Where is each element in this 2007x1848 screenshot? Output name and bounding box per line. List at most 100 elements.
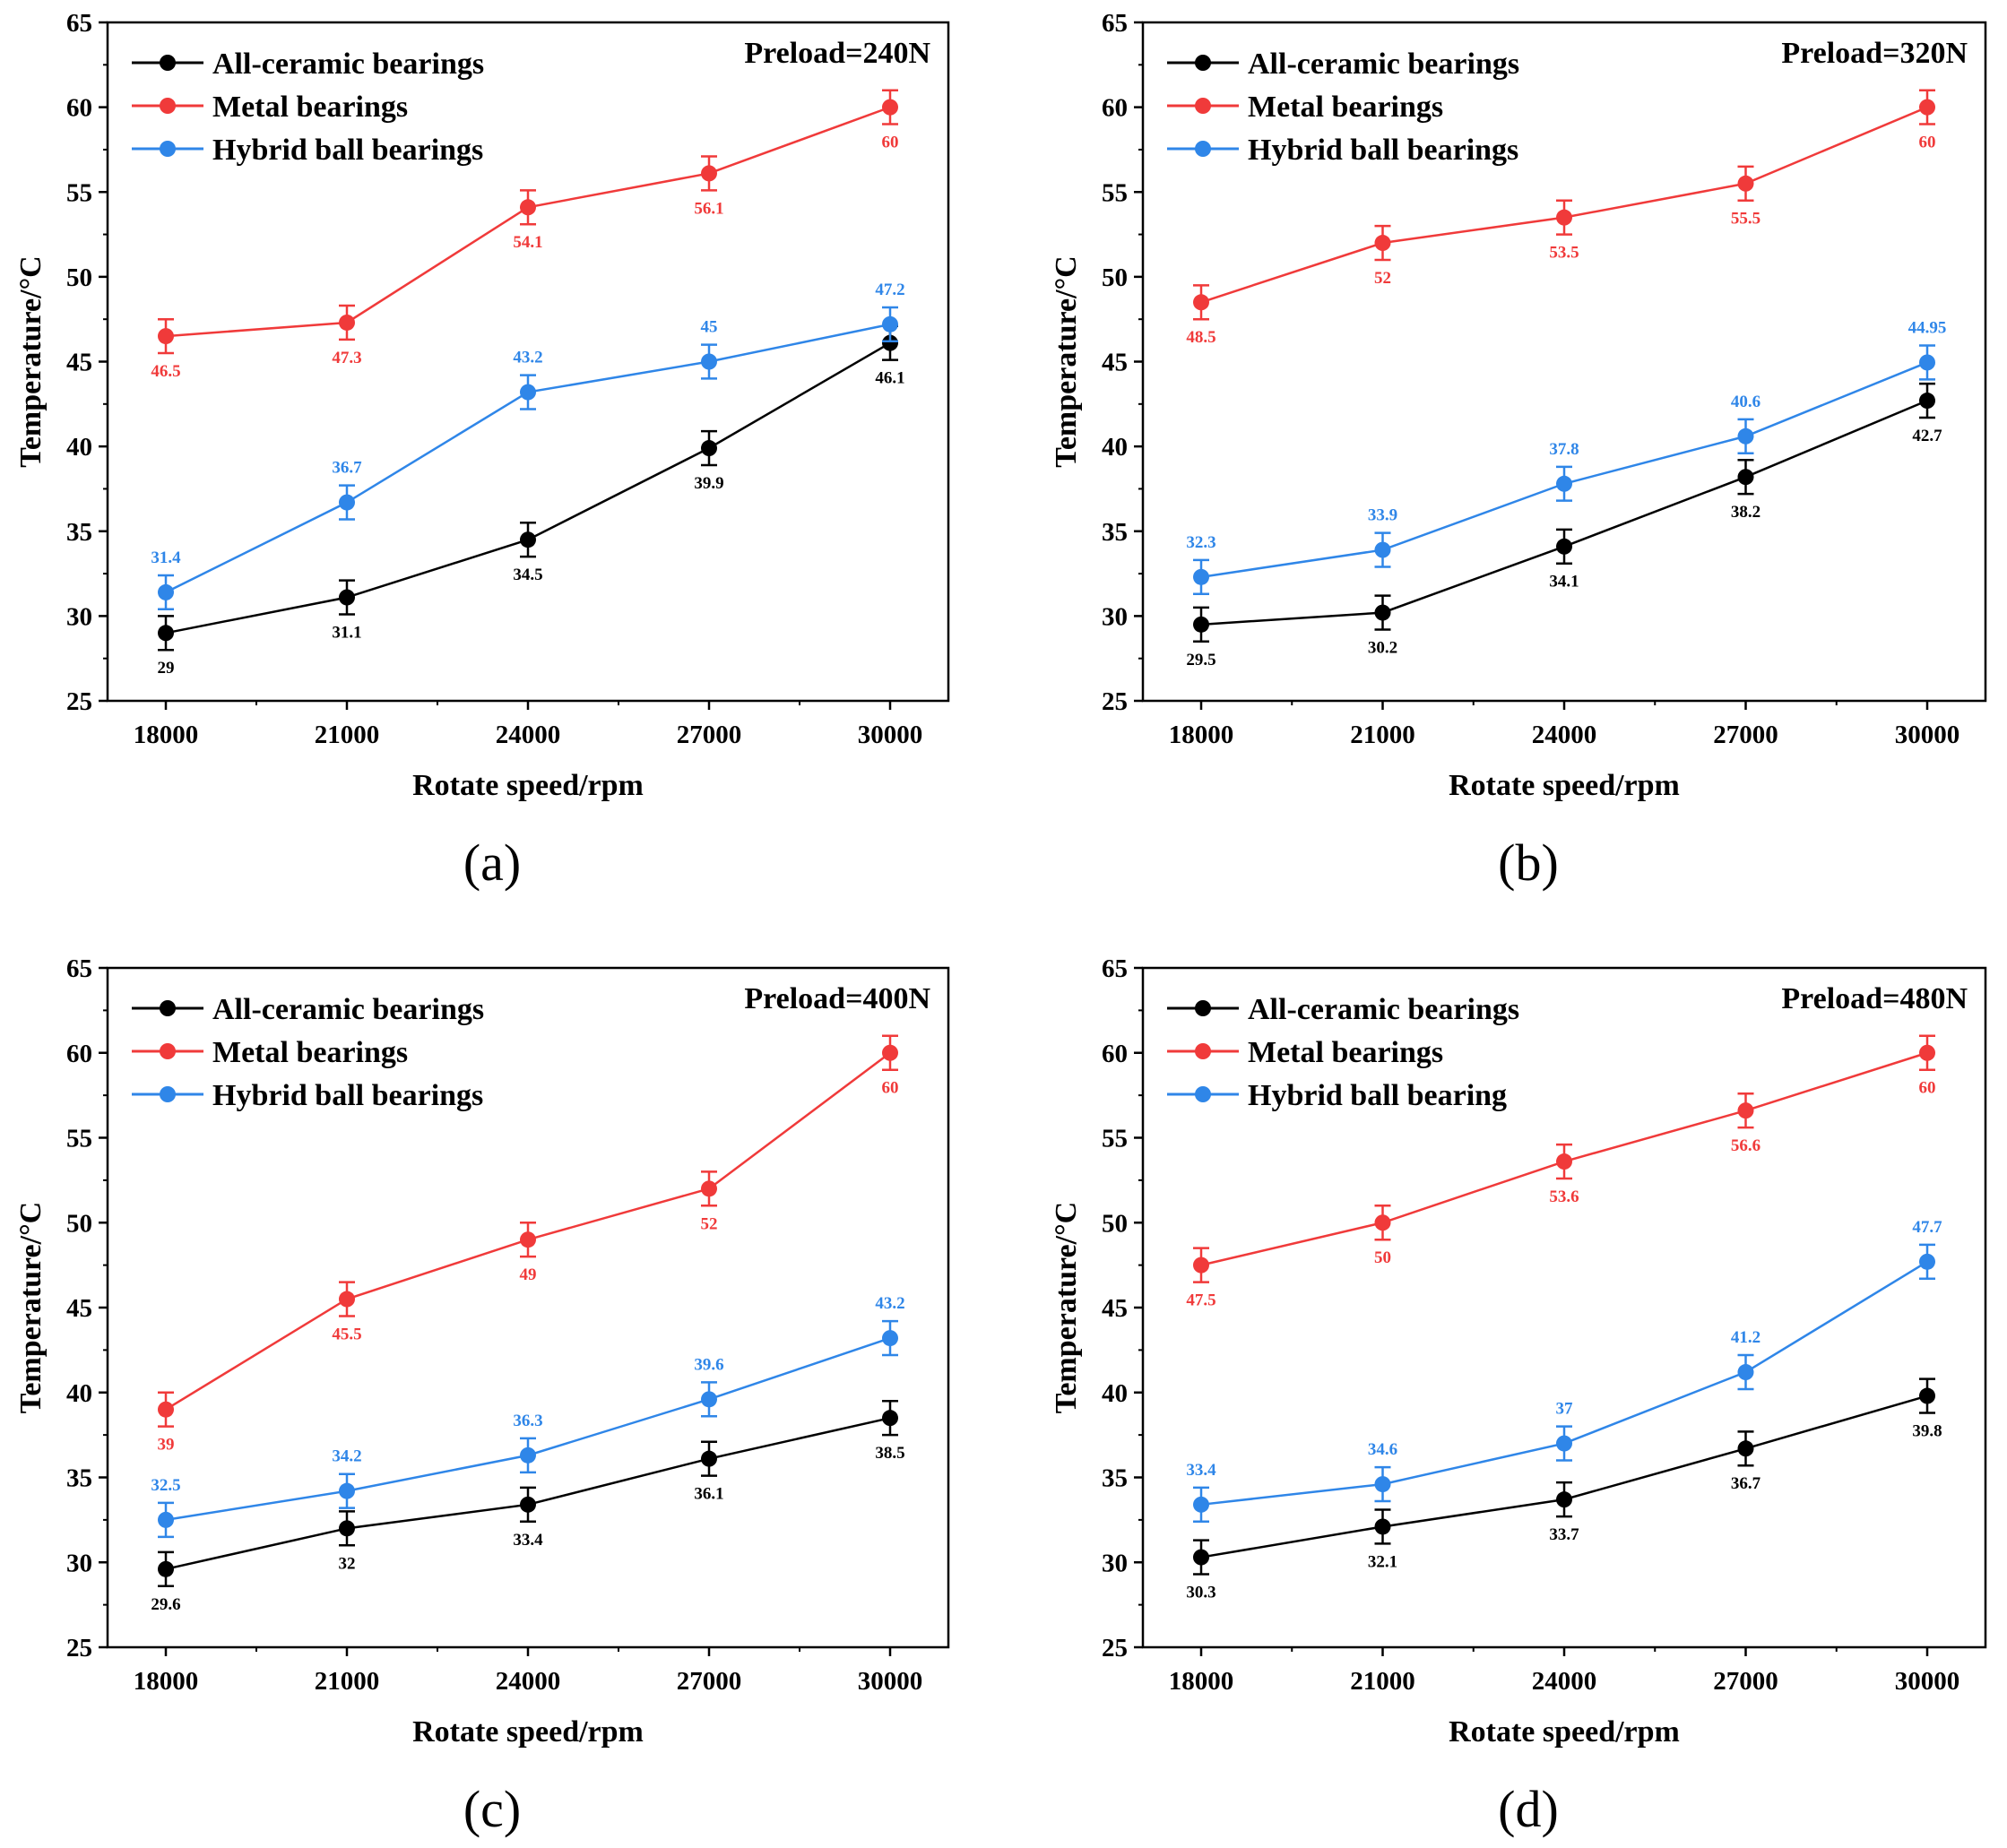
data-point (1374, 1518, 1391, 1535)
y-tick-label: 25 (66, 687, 92, 716)
data-point (1556, 1153, 1572, 1170)
x-tick-label: 21000 (315, 1667, 380, 1696)
data-point (882, 334, 898, 351)
legend-label: All-ceramic bearings (1248, 47, 1519, 81)
legend-label: Metal bearings (1248, 91, 1443, 124)
y-tick-label: 40 (1102, 1379, 1128, 1408)
data-label: 39.9 (694, 474, 723, 493)
data-point (1193, 294, 1209, 311)
data-label: 48.5 (1186, 328, 1215, 347)
legend-label: Hybrid ball bearings (212, 1079, 483, 1112)
data-label: 49 (520, 1265, 537, 1284)
data-label: 34.6 (1368, 1440, 1397, 1459)
data-label: 31.1 (332, 623, 361, 642)
data-point (1556, 1491, 1572, 1508)
data-point (1737, 1440, 1754, 1457)
y-tick-label: 30 (66, 1549, 92, 1577)
data-point (1193, 568, 1209, 585)
data-point (520, 199, 536, 216)
data-point (1374, 235, 1391, 252)
y-tick-label: 65 (66, 9, 92, 38)
series-line (1200, 1260, 1928, 1507)
data-point (158, 1560, 174, 1577)
data-point (882, 1330, 898, 1347)
panel-label: (b) (1498, 833, 1559, 892)
panel-label: (a) (463, 833, 521, 892)
chart-panel-4: 25 30 35 40 45 50 55 60 65 18000 21000 24000 27000 30… (1050, 954, 1987, 1838)
data-label: 39.8 (1912, 1421, 1942, 1440)
legend: All-ceramic bearings Metal bearings Hybrid… (132, 993, 484, 1112)
legend-marker (1195, 1086, 1211, 1102)
data-label: 47.3 (332, 349, 361, 367)
y-tick-label: 30 (1102, 1549, 1128, 1577)
data-point (339, 314, 355, 331)
y-tick-label: 25 (66, 1634, 92, 1662)
x-axis-title: Rotate speed/rpm (412, 1715, 644, 1749)
data-point (1374, 604, 1391, 621)
data-point (339, 1482, 355, 1499)
data-label: 52 (701, 1214, 718, 1233)
legend: All-ceramic bearings Metal bearings Hybrid… (132, 47, 484, 167)
legend-label: Metal bearings (212, 91, 408, 124)
data-point (701, 1450, 717, 1467)
data-label: 34.1 (1549, 573, 1579, 592)
data-label: 33.9 (1368, 506, 1397, 525)
x-tick-label: 24000 (1532, 721, 1597, 749)
data-label: 38.5 (875, 1444, 904, 1463)
data-label: 39 (158, 1436, 175, 1455)
x-tick-label: 27000 (1713, 721, 1778, 749)
y-tick-label: 60 (1102, 94, 1128, 123)
preload-annotation: Preload=320N (1781, 37, 1968, 70)
data-point (1556, 475, 1572, 492)
data-label: 36.7 (1731, 1474, 1761, 1493)
y-tick-label: 50 (1102, 263, 1128, 292)
preload-annotation: Preload=480N (1781, 982, 1968, 1015)
data-point (339, 1520, 355, 1537)
data-point (882, 315, 898, 332)
data-point (1737, 1364, 1754, 1381)
data-point (1919, 1387, 1935, 1404)
data-point (520, 384, 536, 401)
data-point (1919, 1253, 1935, 1270)
data-label: 32.5 (151, 1476, 180, 1495)
legend-label: Hybrid ball bearings (212, 134, 483, 167)
y-tick-label: 25 (1102, 1634, 1128, 1662)
y-tick-label: 40 (1102, 433, 1128, 462)
x-axis-title: Rotate speed/rpm (1449, 769, 1680, 802)
data-label: 38.2 (1731, 503, 1760, 522)
y-tick-label: 25 (1102, 687, 1128, 716)
y-axis-title: Temperature/°C (1050, 255, 1083, 467)
y-tick-label: 45 (66, 349, 92, 377)
data-label: 45.5 (332, 1325, 361, 1343)
series-3: 32.3 33.9 37.8 40.6 44.95 (1186, 319, 1946, 596)
preload-annotation: Preload=240N (744, 37, 930, 70)
data-point (339, 494, 355, 511)
data-label: 45 (701, 318, 718, 337)
x-tick-label: 24000 (496, 1667, 561, 1696)
data-label: 53.5 (1549, 244, 1579, 263)
panel-label: (c) (463, 1780, 521, 1838)
x-tick-label: 18000 (134, 721, 199, 749)
x-tick-label: 30000 (858, 721, 923, 749)
data-point (1919, 354, 1935, 371)
x-tick-label: 18000 (1169, 721, 1234, 749)
data-label: 42.7 (1912, 427, 1942, 445)
y-tick-label: 55 (1102, 178, 1128, 207)
data-point (1374, 1476, 1391, 1493)
data-point (1374, 1214, 1391, 1231)
data-label: 55.5 (1731, 210, 1760, 229)
legend-marker (1195, 141, 1211, 157)
y-tick-label: 35 (1102, 1464, 1128, 1493)
y-tick-label: 45 (1102, 1294, 1128, 1323)
data-label: 37 (1556, 1400, 1574, 1419)
legend: All-ceramic bearings Metal bearings Hybrid… (1167, 993, 1519, 1112)
y-tick-label: 35 (66, 518, 92, 547)
data-point (1919, 393, 1935, 410)
data-label: 31.4 (151, 548, 181, 567)
data-label: 36.7 (332, 459, 362, 478)
y-tick-label: 65 (1102, 954, 1128, 983)
y-tick-label: 30 (1102, 602, 1128, 631)
y-tick-label: 30 (66, 602, 92, 631)
x-tick-label: 27000 (1713, 1667, 1778, 1696)
